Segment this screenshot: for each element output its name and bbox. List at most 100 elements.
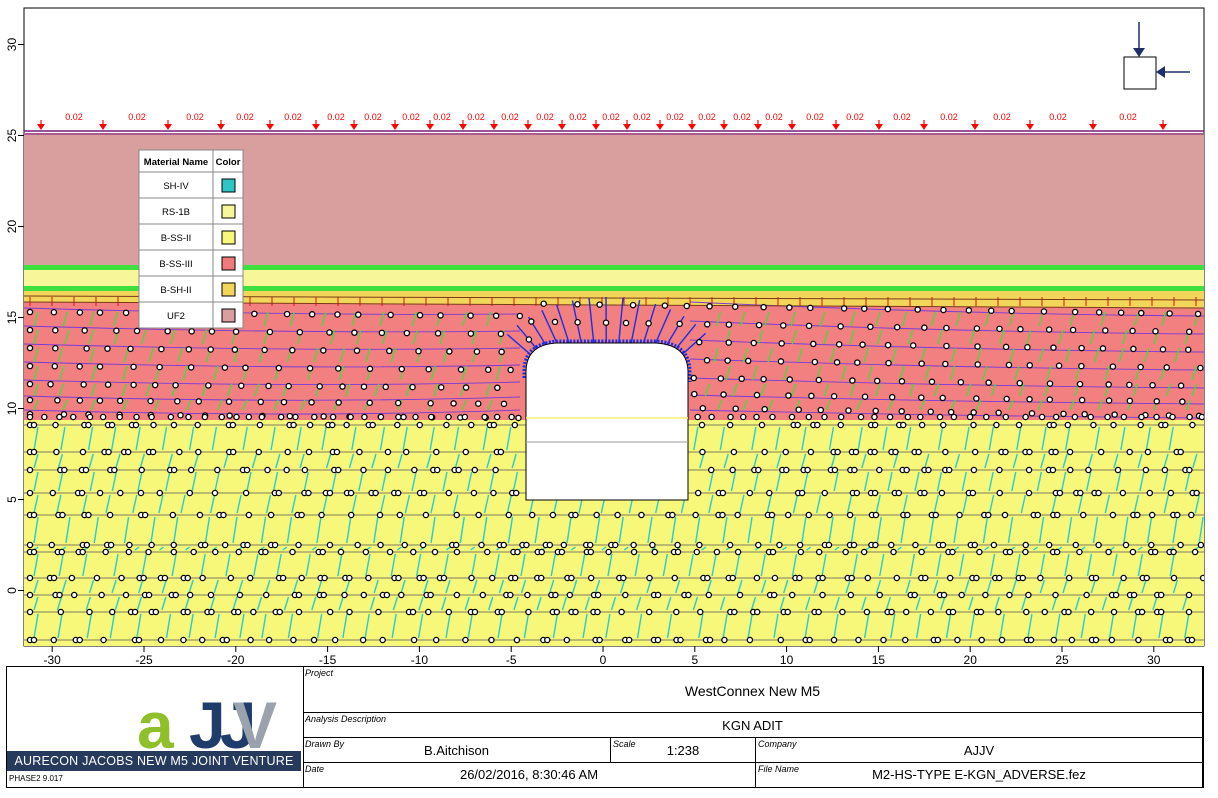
joint-segment: [411, 311, 417, 327]
joint-segment: [466, 471, 473, 492]
mesh-node: [1143, 574, 1151, 582]
joint-segment: [1100, 311, 1106, 327]
mesh-node: [1105, 397, 1113, 404]
mesh-node: [445, 608, 453, 616]
joint-segment: [961, 471, 967, 492]
mesh-node: [661, 302, 669, 309]
mesh-node: [1037, 574, 1044, 582]
joint-segment: [209, 494, 216, 514]
joint-segment: [914, 471, 920, 492]
mesh-node: [275, 364, 283, 372]
mesh-node: [377, 413, 385, 421]
mesh-node: [455, 466, 462, 474]
mesh-node: [264, 466, 271, 474]
joint-segment: [1090, 579, 1096, 594]
mesh-node: [977, 608, 985, 616]
joint-segment: [88, 311, 95, 327]
joint-segment: [937, 329, 943, 345]
mesh-node: [427, 413, 435, 421]
mesh-node: [864, 574, 872, 582]
mesh-node: [594, 591, 602, 599]
joint-segment: [273, 399, 279, 411]
joint-segment: [497, 613, 503, 639]
mesh-node: [837, 323, 844, 330]
layer-green-bottom: [24, 286, 1204, 291]
joint-segment: [867, 365, 873, 381]
mesh-node: [386, 347, 393, 355]
mesh-node: [1138, 608, 1146, 616]
joint-segment: [1020, 494, 1026, 514]
mesh-node: [359, 636, 367, 644]
mesh-node: [837, 413, 845, 421]
mesh-node: [1015, 421, 1023, 429]
joint-segment: [790, 383, 797, 397]
joint-segment: [976, 347, 982, 363]
mesh-node: [731, 303, 739, 310]
mesh-node: [443, 421, 450, 429]
joint-segment: [761, 579, 767, 594]
mesh-node: [736, 591, 744, 599]
load-arrow-head: [524, 124, 532, 130]
mesh-node: [131, 608, 139, 616]
mesh-node: [305, 489, 312, 497]
mesh-node: [326, 329, 333, 336]
mesh-node: [335, 466, 342, 474]
mesh-node: [394, 399, 402, 407]
joint-segment: [920, 347, 926, 363]
mesh-node: [769, 413, 776, 421]
joint-segment: [610, 596, 617, 611]
project-name: WestConnex New M5: [684, 683, 821, 699]
joint-segment: [1116, 579, 1122, 594]
joint-segment: [1191, 383, 1197, 397]
mesh-node: [1087, 413, 1094, 421]
joint-segment: [88, 453, 94, 469]
mesh-node: [707, 466, 715, 474]
mesh-node: [831, 466, 839, 474]
mesh-node: [59, 511, 66, 519]
mesh-node: [512, 489, 520, 497]
x-tick-label: 15: [872, 653, 886, 666]
joint-segment: [823, 383, 829, 397]
joint-segment: [453, 426, 460, 451]
joint-segment: [276, 553, 282, 577]
joint-segment: [289, 311, 296, 327]
mesh-node: [524, 591, 531, 599]
mesh-node: [104, 345, 111, 352]
joint-segment: [188, 579, 194, 594]
joint-segment: [254, 383, 260, 397]
mesh-node: [188, 328, 195, 335]
mesh-node: [124, 448, 132, 456]
joint-segment: [937, 426, 944, 451]
load-arrow-head: [164, 124, 172, 130]
joint-segment: [57, 613, 63, 639]
load-value-label: 0.02: [733, 112, 751, 122]
load-value-label: 0.02: [501, 112, 519, 122]
mesh-node: [939, 394, 947, 402]
mesh-node: [79, 448, 87, 456]
mesh-node: [156, 489, 164, 497]
joint-segment: [988, 494, 995, 514]
mesh-node: [830, 392, 838, 400]
mesh-node: [594, 608, 601, 616]
joint-segment: [708, 471, 714, 492]
mesh-node: [1050, 344, 1057, 351]
mesh-node: [855, 636, 862, 644]
joint-segment: [33, 613, 39, 639]
mesh-node: [445, 413, 452, 421]
joint-segment: [930, 311, 936, 327]
joint-segment: [933, 494, 939, 514]
mesh-node: [936, 413, 944, 421]
mesh-node: [218, 413, 226, 421]
mesh-node: [1046, 396, 1054, 403]
load-value-label: 0.02: [846, 112, 864, 122]
joint-segment: [1198, 516, 1204, 544]
joint-segment: [863, 347, 869, 363]
joint-segment: [64, 329, 70, 345]
mesh-node: [416, 421, 424, 429]
joint-segment: [57, 453, 64, 469]
joint-segment: [701, 546, 707, 551]
x-tick-label: 5: [691, 653, 698, 666]
load-value-label: 0.02: [536, 112, 554, 122]
joint-segment: [489, 471, 495, 492]
mesh-node: [402, 448, 410, 456]
